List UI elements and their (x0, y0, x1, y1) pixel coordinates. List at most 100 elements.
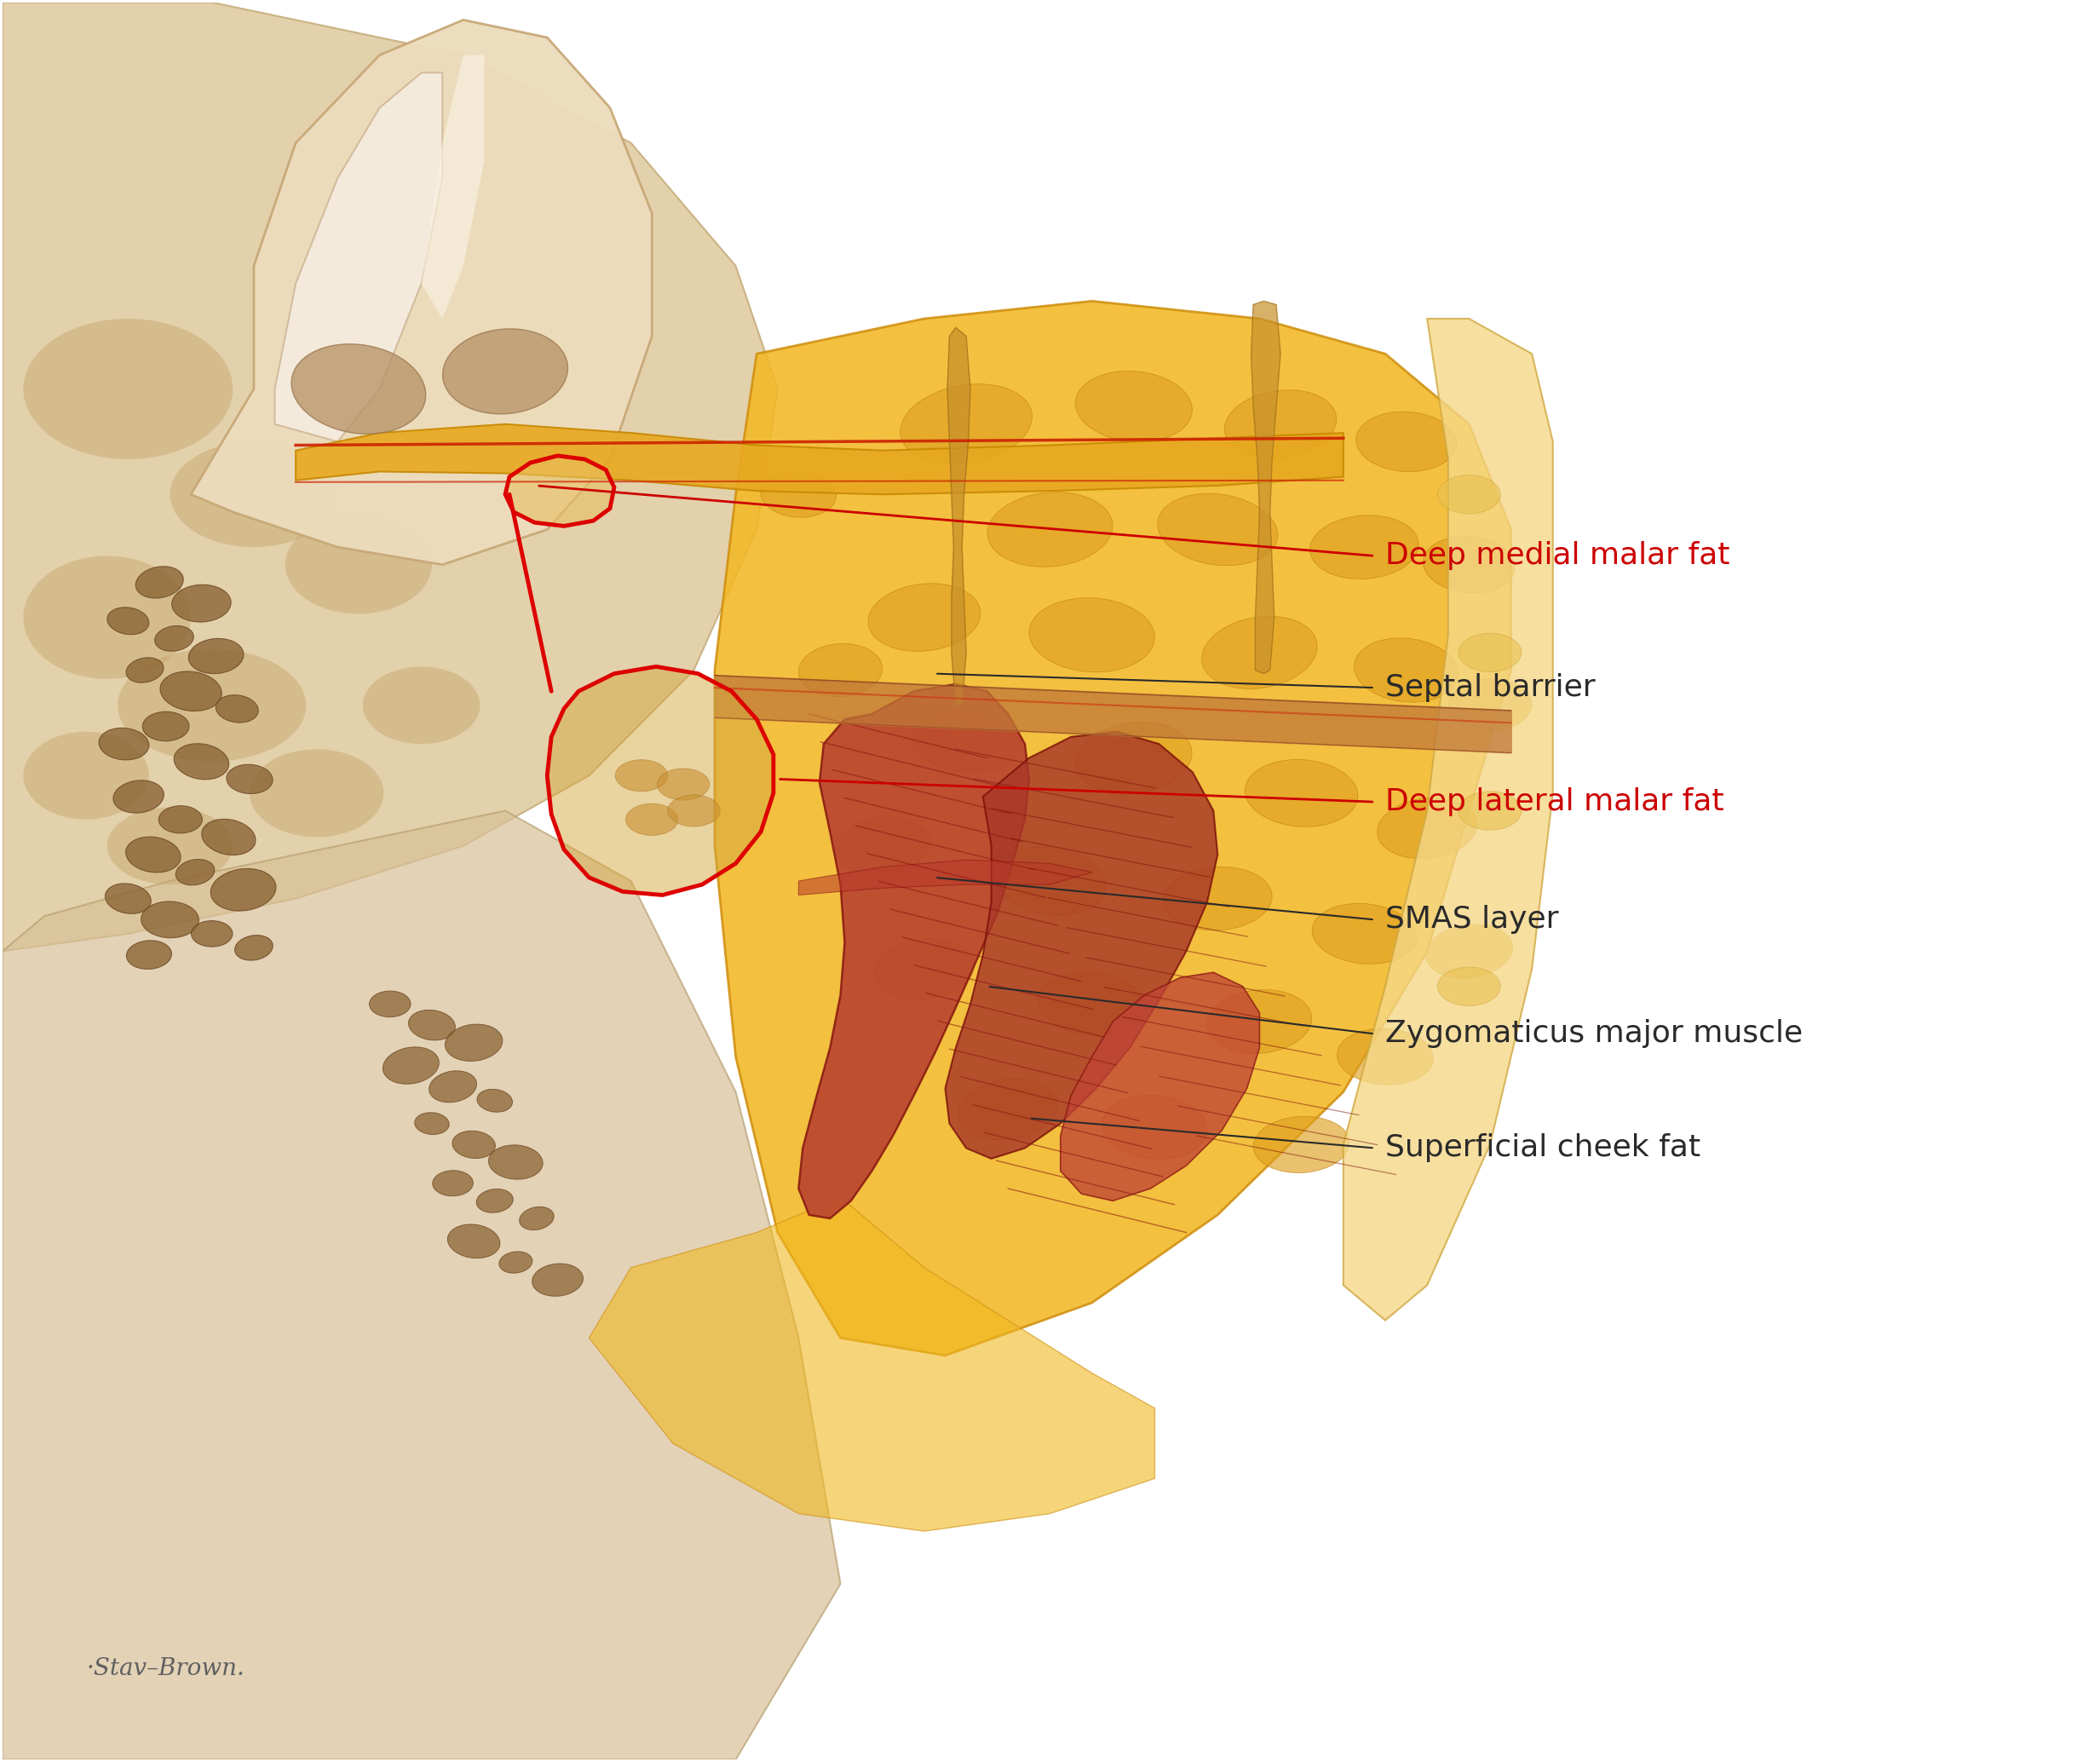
Ellipse shape (382, 1047, 439, 1084)
Ellipse shape (107, 807, 233, 885)
Ellipse shape (531, 1263, 584, 1297)
Ellipse shape (1439, 476, 1502, 515)
Polygon shape (714, 301, 1512, 1355)
Polygon shape (506, 456, 613, 527)
Ellipse shape (250, 749, 384, 837)
Text: Zygomaticus major muscle: Zygomaticus major muscle (1386, 1020, 1802, 1048)
Polygon shape (2, 2, 777, 951)
Polygon shape (422, 55, 485, 319)
Ellipse shape (452, 1131, 496, 1158)
Ellipse shape (191, 922, 233, 946)
Ellipse shape (1312, 904, 1415, 964)
Ellipse shape (136, 566, 183, 597)
Polygon shape (275, 72, 443, 442)
Polygon shape (798, 860, 1092, 895)
Text: ·Stav–Brown.: ·Stav–Brown. (86, 1658, 244, 1681)
Ellipse shape (1201, 617, 1317, 689)
Text: Superficial cheek fat: Superficial cheek fat (1386, 1133, 1701, 1163)
Ellipse shape (993, 846, 1107, 916)
Ellipse shape (1075, 722, 1193, 795)
Polygon shape (296, 425, 1344, 495)
Ellipse shape (160, 805, 202, 833)
Ellipse shape (626, 803, 678, 835)
Ellipse shape (370, 990, 412, 1017)
Text: Deep medial malar fat: Deep medial malar fat (1386, 541, 1730, 571)
Ellipse shape (1460, 791, 1520, 830)
Ellipse shape (615, 759, 668, 791)
Ellipse shape (760, 472, 836, 518)
Ellipse shape (1449, 678, 1531, 731)
Ellipse shape (107, 608, 149, 634)
Ellipse shape (1357, 412, 1457, 472)
Polygon shape (1344, 319, 1552, 1320)
Ellipse shape (23, 319, 233, 460)
Ellipse shape (657, 768, 710, 800)
Ellipse shape (901, 384, 1031, 463)
Polygon shape (548, 666, 773, 895)
Ellipse shape (126, 941, 172, 969)
Ellipse shape (1378, 798, 1476, 858)
Ellipse shape (834, 818, 930, 874)
Ellipse shape (958, 1078, 1058, 1140)
Ellipse shape (170, 442, 338, 548)
Ellipse shape (1254, 1117, 1350, 1173)
Ellipse shape (1338, 1029, 1434, 1085)
Ellipse shape (286, 516, 433, 613)
Ellipse shape (99, 728, 149, 759)
Ellipse shape (1424, 536, 1514, 594)
Ellipse shape (1310, 515, 1420, 580)
Ellipse shape (126, 837, 181, 872)
Ellipse shape (414, 1112, 449, 1135)
Polygon shape (1060, 973, 1260, 1202)
Ellipse shape (172, 585, 231, 622)
Ellipse shape (489, 1145, 542, 1179)
Ellipse shape (155, 626, 193, 652)
Ellipse shape (126, 657, 164, 682)
Polygon shape (1252, 301, 1281, 673)
Ellipse shape (23, 555, 191, 678)
Ellipse shape (447, 1225, 500, 1258)
Ellipse shape (987, 492, 1113, 567)
Ellipse shape (443, 329, 567, 414)
Ellipse shape (174, 744, 229, 779)
Ellipse shape (363, 666, 481, 744)
Ellipse shape (428, 1071, 477, 1103)
Text: SMAS layer: SMAS layer (1386, 906, 1558, 934)
Polygon shape (945, 731, 1218, 1159)
Text: Deep lateral malar fat: Deep lateral malar fat (1386, 788, 1724, 816)
Ellipse shape (911, 708, 1021, 772)
Ellipse shape (235, 936, 273, 960)
Ellipse shape (519, 1207, 554, 1230)
Ellipse shape (210, 869, 275, 911)
Ellipse shape (202, 819, 256, 855)
Ellipse shape (118, 648, 307, 761)
Ellipse shape (445, 1024, 502, 1061)
Polygon shape (191, 19, 651, 564)
Ellipse shape (668, 795, 720, 826)
Ellipse shape (1029, 597, 1155, 671)
Ellipse shape (1460, 633, 1520, 671)
Ellipse shape (160, 671, 223, 712)
Ellipse shape (23, 731, 149, 819)
Ellipse shape (1075, 372, 1193, 442)
Ellipse shape (798, 643, 882, 696)
Ellipse shape (1037, 973, 1147, 1036)
Ellipse shape (189, 638, 244, 673)
Ellipse shape (410, 1010, 456, 1040)
Ellipse shape (1102, 1096, 1207, 1159)
Ellipse shape (867, 583, 981, 652)
Ellipse shape (1208, 990, 1312, 1054)
Ellipse shape (1354, 638, 1457, 703)
Ellipse shape (141, 902, 200, 937)
Ellipse shape (433, 1170, 472, 1196)
Polygon shape (588, 1198, 1155, 1531)
Polygon shape (798, 684, 1029, 1218)
Ellipse shape (1439, 967, 1502, 1006)
Ellipse shape (176, 860, 214, 885)
Ellipse shape (477, 1189, 512, 1212)
Ellipse shape (1157, 493, 1277, 566)
Ellipse shape (1245, 759, 1359, 826)
Ellipse shape (113, 781, 164, 812)
Ellipse shape (105, 883, 151, 914)
Ellipse shape (1224, 389, 1336, 458)
